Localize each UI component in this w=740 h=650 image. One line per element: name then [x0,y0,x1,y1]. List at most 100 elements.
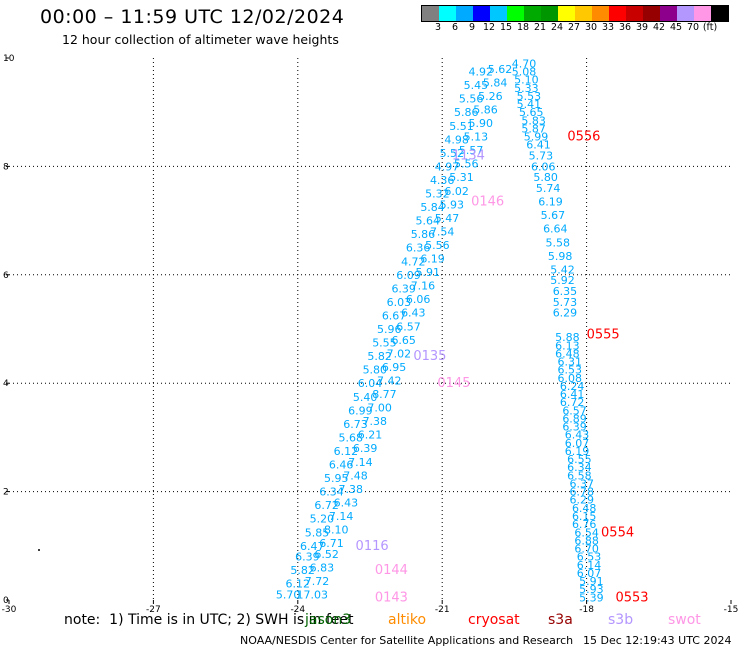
wave-height-value: 5.74 [536,182,561,195]
color-swatch [524,6,541,21]
color-swatch [507,6,524,21]
wave-height-value: 5.55 [372,337,397,350]
pass-time-label: 0556 [567,130,600,145]
wave-height-value: 6.83 [310,561,335,574]
wave-height-value: 5.62 [488,63,513,76]
wave-height-value: 7.38 [363,415,388,428]
wave-height-value: 6.19 [420,253,445,266]
wave-height-value: 5.86 [454,106,479,119]
color-swatch [711,6,728,21]
wave-height-value: 5.83 [521,114,546,127]
wave-height-value: 5.91 [416,266,441,279]
wave-height-value: 6.95 [382,361,407,374]
wave-height-value: 6.43 [565,429,590,442]
wave-height-value: 5.88 [555,331,580,344]
coastline-dot [38,549,40,551]
color-swatch [558,6,575,21]
wave-height-value: 5.80 [533,171,558,184]
wave-height-value: 6.67 [382,309,407,322]
wave-height-value: 6.12 [286,578,311,591]
wave-height-value: 6.19 [565,445,590,458]
color-swatch [592,6,609,21]
wave-height-value: 5.80 [363,364,388,377]
wave-height-value: 6.64 [543,223,568,236]
color-swatch [456,6,473,21]
wave-height-value: 4.92 [468,66,493,79]
wave-height-value: 5.13 [464,131,489,144]
wave-height-value: 5.73 [529,150,554,163]
pass-time-label: 0145 [437,376,470,391]
y-tick-label: 8 [3,162,9,172]
wave-height-value: 4.98 [444,133,469,146]
wave-height-value: 6.72 [314,499,339,512]
y-tick-label: 10 [3,54,15,64]
wave-height-value: 5.82 [290,564,315,577]
wave-height-value: 5.56 [454,158,479,171]
color-swatch [473,6,490,21]
wave-height-value: 5.39 [579,591,604,604]
wave-height-value: 5.53 [517,90,542,103]
wave-height-value: 8.10 [324,524,349,537]
wave-height-value: 6.89 [562,412,587,425]
wave-height-value: 5.96 [377,323,402,336]
x-tick-label: -30 [2,605,17,615]
x-tick-label: -21 [435,605,450,615]
color-scale-label: 39 [635,22,649,33]
color-swatch [694,6,711,21]
wave-height-value: 5.10 [514,74,539,87]
wave-height-value: 5.93 [579,583,604,596]
wave-height-value: 5.95 [324,472,349,485]
wave-height-value: 6.48 [572,502,597,515]
note-text: note: 1) Time is in UTC; 2) SWH is in fe… [64,612,354,628]
color-swatch [541,6,558,21]
color-scale-label: 30 [584,22,598,33]
wave-height-value: 5.33 [514,82,539,95]
wave-height-value: 6.31 [558,356,583,369]
pass-time-label: 0135 [413,349,446,364]
y-tick-label: 6 [3,271,9,281]
pass-time-label: 0144 [375,563,408,578]
wave-height-value: 6.39 [295,551,320,564]
wave-height-value: 7.02 [387,347,412,360]
wave-height-value: 6.99 [348,404,373,417]
wave-height-value: 6.36 [406,242,431,255]
wave-height-value: 6.72 [560,396,585,409]
wave-height-value: 5.92 [550,274,575,287]
color-scale-label: (ft) [702,22,718,33]
wave-height-value: 6.08 [558,372,583,385]
wave-height-value: 6.34 [319,486,344,499]
wave-height-value: 5.56 [425,239,450,252]
wave-height-value: 6.29 [553,307,578,320]
color-swatch [422,6,439,21]
satellite-legend-s3a: s3a [548,612,573,628]
wave-height-value: 5.70 [276,589,301,602]
wave-height-value: 6.03 [387,296,412,309]
wave-height-value: 6.06 [406,293,431,306]
wave-height-value: 6.47 [300,540,325,553]
wave-height-value: 5.08 [512,66,537,79]
wave-height-value: 5.32 [425,188,450,201]
wave-height-value: 5.84 [420,201,445,214]
wave-height-value: 5.56 [459,93,484,106]
wave-height-value: 6.34 [567,461,592,474]
wave-height-value: 5.99 [524,131,549,144]
wave-height-value: 6.41 [526,139,551,152]
footer-timestamp: 15 Dec 12:19:43 UTC 2024 [583,634,732,647]
color-scale-label: 15 [499,22,513,33]
wave-height-value: 5.86 [473,103,498,116]
wave-height-value: 6.29 [570,494,595,507]
x-tick-label: -24 [290,605,305,615]
wave-height-value: 6.73 [343,418,368,431]
wave-height-value: 5.40 [353,391,378,404]
satellite-legend-swot: swot [668,612,701,628]
x-tick-label: -27 [146,605,161,615]
wave-height-value: 6.46 [329,459,354,472]
wave-height-value: 5.42 [550,263,575,276]
wave-height-value: 6.24 [560,380,585,393]
wave-height-value: 4.97 [435,160,460,173]
color-swatch [490,6,507,21]
wave-height-value: 6.55 [567,453,592,466]
color-scale-labels: 3 6 9 12 15 18 21 24 27 30 33 36 39 42 45 70 (ft) [421,22,740,34]
color-scale-label: 21 [533,22,547,33]
wave-height-value: 5.90 [468,117,493,130]
